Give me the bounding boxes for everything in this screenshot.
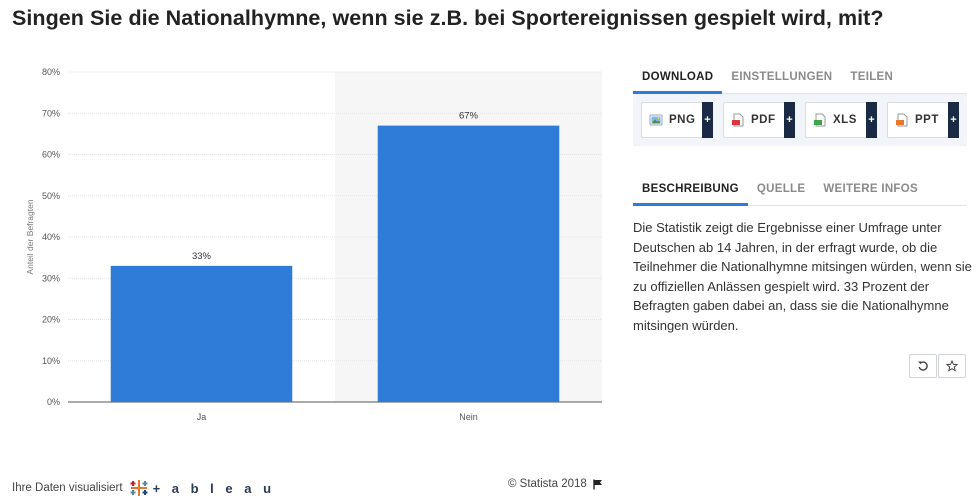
png-label: PNG	[669, 114, 696, 126]
visualized-by-text: Ihre Daten visualisiert	[12, 482, 123, 494]
data-label: 67%	[459, 111, 479, 122]
download-pdf-button[interactable]: PDF +	[723, 102, 795, 138]
xls-plus-icon[interactable]: +	[866, 102, 877, 138]
description-tabs: BESCHREIBUNG QUELLE WEITERE INFOS	[633, 176, 967, 206]
data-label: 33%	[192, 251, 212, 262]
copyright-text: © Statista 2018	[508, 478, 587, 490]
download-png-button[interactable]: PNG +	[641, 102, 713, 138]
chart-title: Singen Sie die Nationalhymne, wenn sie z…	[12, 6, 884, 30]
pdf-label: PDF	[751, 114, 776, 126]
tab-einstellungen[interactable]: EINSTELLUNGEN	[731, 71, 833, 83]
download-options: PNG + PDF + XLS + PPT +	[633, 94, 967, 146]
y-tick-label: 60%	[42, 150, 60, 160]
bar-chart: 0% 10% 20% 30% 40% 50% 60% 70% 80% 33% Ja 67% Nein An…	[25, 67, 602, 422]
ppt-plus-icon[interactable]: +	[948, 102, 959, 138]
favorite-button[interactable]	[938, 354, 966, 378]
reset-button[interactable]	[909, 354, 937, 378]
y-tick-label: 20%	[42, 315, 60, 325]
undo-icon	[918, 361, 928, 371]
y-tick-label: 70%	[42, 108, 60, 118]
download-ppt-button[interactable]: PPT +	[887, 102, 959, 138]
tab-quelle[interactable]: QUELLE	[756, 183, 806, 195]
y-axis-title: Anteil der Befragten	[25, 199, 35, 274]
description-text: Die Statistik zeigt die Ergebnisse einer…	[633, 220, 972, 333]
x-tick-label: Ja	[197, 412, 207, 422]
tableau-cross-icon	[130, 480, 148, 496]
xls-file-icon	[814, 113, 826, 127]
download-tabs: DOWNLOAD EINSTELLUNGEN TEILEN	[633, 64, 967, 94]
download-xls-button[interactable]: XLS +	[805, 102, 877, 138]
ppt-file-icon	[896, 113, 908, 127]
y-tick-label: 50%	[42, 191, 60, 201]
bar-nein	[377, 125, 560, 402]
pdf-plus-icon[interactable]: +	[784, 102, 795, 138]
statista-copyright: © Statista 2018	[508, 478, 603, 490]
tab-teilen[interactable]: TEILEN	[850, 71, 894, 83]
xls-label: XLS	[833, 114, 857, 126]
tableau-logo: + a b l e a u	[129, 478, 275, 498]
flag-icon[interactable]	[593, 479, 603, 490]
pdf-file-icon	[732, 113, 744, 127]
y-tick-label: 10%	[42, 356, 60, 366]
y-tick-label: 30%	[42, 273, 60, 283]
y-tick-label: 0%	[47, 397, 60, 407]
tab-download[interactable]: DOWNLOAD	[633, 64, 723, 94]
bar-ja	[110, 265, 293, 402]
x-tick-label: Nein	[459, 412, 478, 422]
tableau-wordmark: + a b l e a u	[152, 480, 276, 496]
tab-weitere-infos[interactable]: WEITERE INFOS	[823, 183, 918, 195]
y-tick-label: 80%	[42, 67, 60, 77]
png-plus-icon[interactable]: +	[702, 102, 713, 138]
y-tick-label: 40%	[42, 232, 60, 242]
tableau-credit[interactable]: Ihre Daten visualisiert + a b l e a u	[12, 478, 275, 498]
png-file-icon	[649, 114, 663, 126]
star-icon	[946, 360, 958, 372]
tab-beschreibung[interactable]: BESCHREIBUNG	[633, 176, 748, 206]
ppt-label: PPT	[915, 114, 939, 126]
